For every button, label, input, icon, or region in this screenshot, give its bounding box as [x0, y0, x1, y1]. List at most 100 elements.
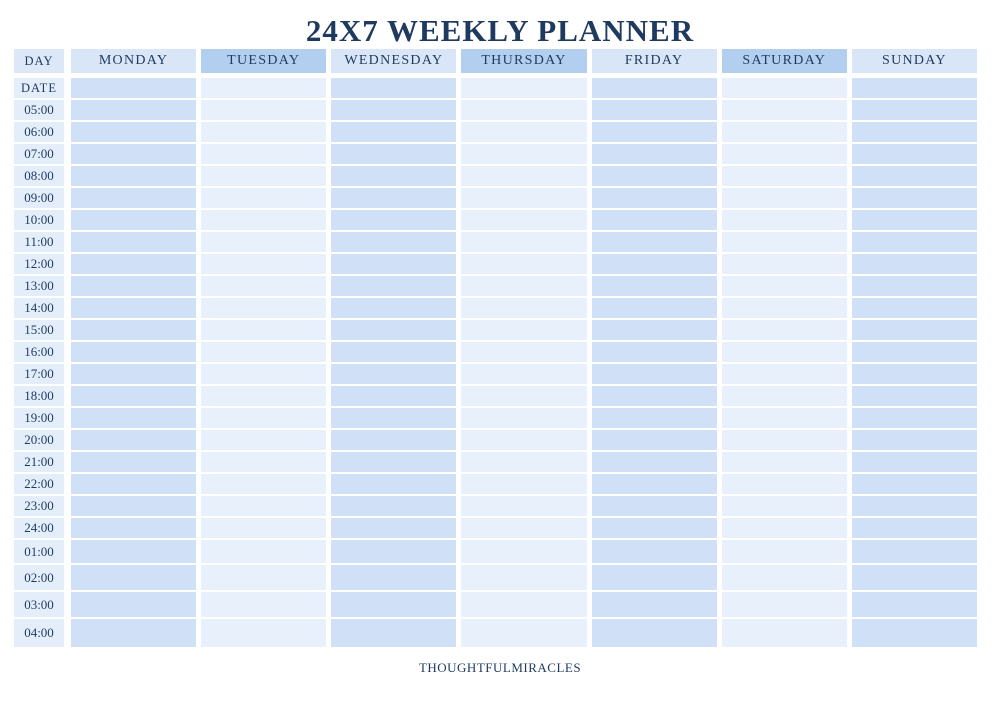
day-header-friday: FRIDAY [591, 49, 717, 73]
grid-cell [461, 188, 587, 210]
grid-cell [201, 232, 327, 254]
grid-cell [331, 144, 457, 166]
grid-cell [71, 320, 197, 342]
grid-cell [461, 100, 587, 122]
day-column-wednesday [331, 78, 457, 649]
time-label-1300: 13:00 [14, 276, 64, 298]
time-column: DATE 05:00 06:00 07:00 08:00 09:00 10:00 11:00 1… [14, 78, 64, 649]
grid-cell [201, 540, 327, 565]
grid-cell [851, 364, 977, 386]
grid-cell [721, 188, 847, 210]
grid-cell [851, 408, 977, 430]
grid-cell [71, 166, 197, 188]
grid-cell [591, 320, 717, 342]
grid-cell [461, 254, 587, 276]
grid-cell [591, 188, 717, 210]
grid-cell [331, 430, 457, 452]
grid-cell [591, 565, 717, 592]
grid-cell [331, 100, 457, 122]
time-label-0100: 01:00 [14, 540, 64, 565]
grid-cell [201, 565, 327, 592]
grid-cell [591, 122, 717, 144]
day-header-wednesday: WEDNESDAY [331, 49, 457, 73]
grid-cell [331, 518, 457, 540]
grid-cell [851, 452, 977, 474]
grid-cell [71, 592, 197, 619]
grid-cell [591, 100, 717, 122]
grid-cell [331, 386, 457, 408]
grid-cell [591, 496, 717, 518]
grid-cell [721, 320, 847, 342]
grid-cell [201, 188, 327, 210]
day-header-sunday: SUNDAY [851, 49, 977, 73]
grid-cell [201, 276, 327, 298]
grid-cell [461, 364, 587, 386]
grid-cell [461, 619, 587, 649]
grid-cell [591, 540, 717, 565]
time-label-0200: 02:00 [14, 565, 64, 592]
time-label-0500: 05:00 [14, 100, 64, 122]
grid-cell [331, 364, 457, 386]
time-label-0900: 09:00 [14, 188, 64, 210]
grid-cell [71, 232, 197, 254]
grid-cell [331, 276, 457, 298]
grid-cell [71, 100, 197, 122]
time-label-2100: 21:00 [14, 452, 64, 474]
grid-cell [721, 298, 847, 320]
time-label-0300: 03:00 [14, 592, 64, 619]
grid-cell [851, 342, 977, 364]
grid-cell [851, 592, 977, 619]
grid-cell [331, 540, 457, 565]
grid-cell [461, 408, 587, 430]
grid-cell [461, 320, 587, 342]
grid-cell [201, 408, 327, 430]
grid-cell [721, 232, 847, 254]
brand-footer: THOUGHTFULMIRACLES [418, 660, 582, 675]
grid-cell [721, 518, 847, 540]
grid-cell [331, 619, 457, 649]
grid-cell [71, 540, 197, 565]
time-label-0700: 07:00 [14, 144, 64, 166]
grid-cell [331, 298, 457, 320]
grid-cell [851, 254, 977, 276]
grid-cell [71, 276, 197, 298]
grid-cell [721, 254, 847, 276]
grid-cell [851, 298, 977, 320]
time-label-1900: 19:00 [14, 408, 64, 430]
grid-cell [591, 78, 717, 100]
grid-cell [591, 474, 717, 496]
grid-cell [331, 342, 457, 364]
grid-cell [591, 342, 717, 364]
grid-cell [461, 342, 587, 364]
grid-cell [721, 122, 847, 144]
grid-cell [461, 452, 587, 474]
grid-cell [331, 565, 457, 592]
grid-cell [331, 408, 457, 430]
grid-cell [461, 430, 587, 452]
grid-cell [71, 342, 197, 364]
grid-cell [851, 210, 977, 232]
grid-cell [201, 474, 327, 496]
grid-cell [591, 210, 717, 232]
grid-cell [461, 78, 587, 100]
grid-cell [71, 452, 197, 474]
grid-cell [331, 496, 457, 518]
grid-cell [201, 144, 327, 166]
grid-cell [851, 320, 977, 342]
grid-cell [201, 342, 327, 364]
day-column-sunday [851, 78, 977, 649]
time-label-1200: 12:00 [14, 254, 64, 276]
day-column-thursday [461, 78, 587, 649]
grid-cell [461, 592, 587, 619]
time-label-1700: 17:00 [14, 364, 64, 386]
grid-cell [461, 496, 587, 518]
grid-cell [71, 565, 197, 592]
grid-cell [851, 232, 977, 254]
header-row: DAY MONDAY TUESDAY WEDNESDAY THURSDAY FRIDAY… [14, 49, 977, 73]
grid-cell [201, 122, 327, 144]
grid-cell [331, 320, 457, 342]
day-column-tuesday [201, 78, 327, 649]
grid-cell [851, 100, 977, 122]
time-label-2200: 22:00 [14, 474, 64, 496]
